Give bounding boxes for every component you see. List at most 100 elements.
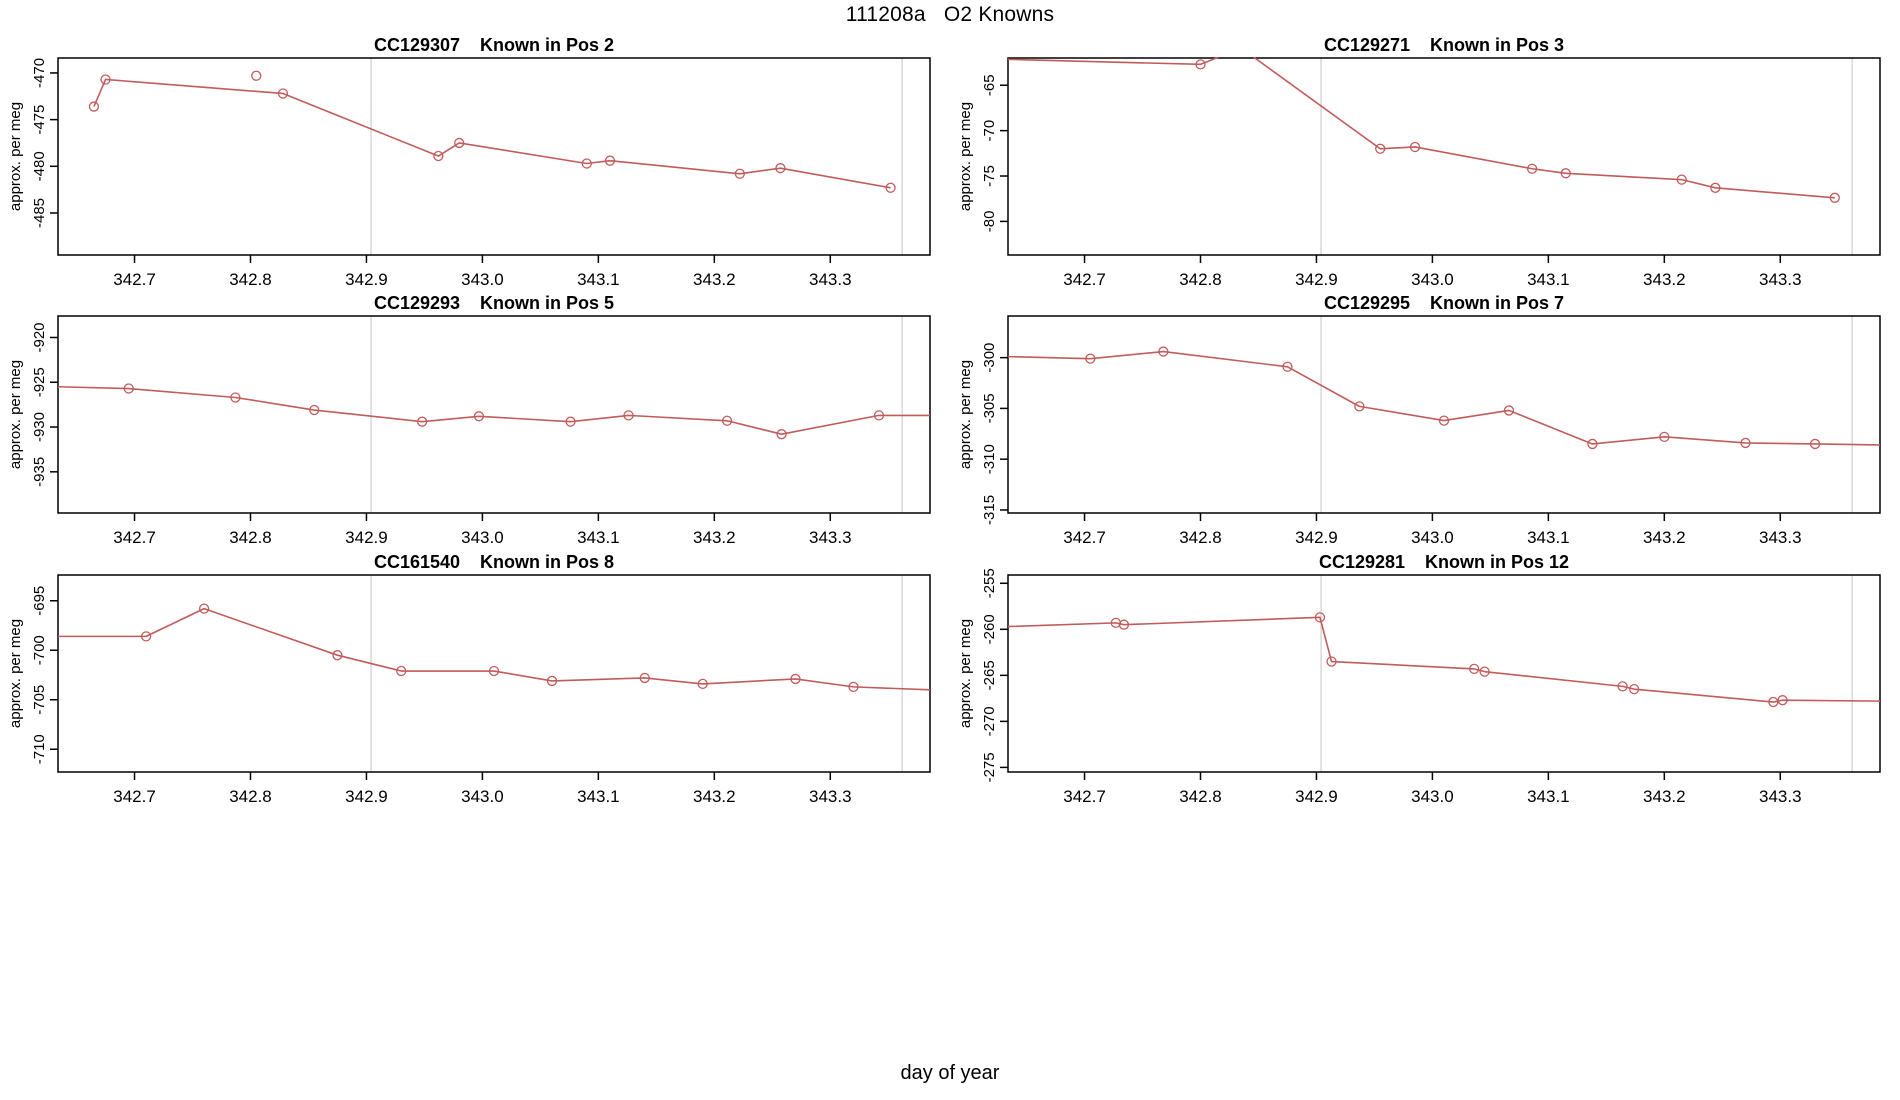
data-point [1195,59,1206,70]
x-tick-label: 343.3 [809,787,852,806]
data-point [1676,174,1687,185]
plot-frame [57,574,931,773]
y-tick-label: -935 [31,457,48,487]
data-point [1503,405,1515,416]
x-tick-label: 342.9 [1295,270,1338,289]
data-point [396,665,407,677]
x-tick-label: 343.2 [1643,528,1686,547]
x-tick-label: 343.2 [693,528,736,547]
x-tick-label: 342.8 [229,787,272,806]
data-point [848,681,859,693]
data-line [93,78,891,189]
panel-title: CC129271 Known in Pos 3 [1324,35,1564,55]
data-point [198,603,210,614]
data-point [251,70,262,81]
x-tick-label: 342.8 [1179,528,1222,547]
data-line [57,385,930,436]
data-point [581,158,592,169]
data-point [1587,438,1598,450]
x-tick-label: 343.1 [1527,787,1570,806]
y-tick-label: -300 [981,343,998,373]
y-axis-label: approx. per meg [957,102,974,211]
data-point [1809,438,1821,450]
panel-title: CC129281 Known in Pos 12 [1319,552,1569,572]
data-point [454,137,465,149]
x-tick-label: 342.8 [229,528,272,547]
data-point [775,163,786,174]
data-point [1629,683,1640,695]
data-point [230,392,241,403]
x-tick-label: 343.2 [693,787,736,806]
y-tick-label: -930 [31,412,48,442]
x-tick-label: 342.7 [1063,270,1106,289]
data-point [1740,437,1751,449]
y-tick-label: -305 [981,393,998,423]
plot-frame [57,57,931,256]
x-tick-label: 343.2 [693,270,736,289]
data-point [416,416,428,427]
y-tick-label: -270 [981,706,998,736]
data-point [332,650,343,661]
x-tick-label: 342.7 [1063,787,1106,806]
data-point [1777,695,1788,706]
x-tick-label: 343.1 [1527,528,1570,547]
x-tick-label: 343.3 [809,528,852,547]
panel-CC129307: 342.7 342.8 342.9 343.0 343.1 343.2 343.3 -470 -… [7,35,931,289]
data-point [100,74,111,85]
y-axis-label: approx. per meg [7,360,24,469]
data-point [1375,143,1386,154]
panel-CC129295: 342.7 342.8 342.9 343.0 343.1 343.2 343.3 -300 -… [957,293,1881,547]
y-tick-label: -700 [31,635,48,665]
y-tick-label: -255 [981,568,998,598]
x-tick-label: 342.8 [1179,270,1222,289]
panel-CC129293: 342.7 342.8 342.9 343.0 343.1 343.2 343.3 -920 -… [7,293,931,547]
plot-frame [1007,574,1881,773]
data-point [1479,666,1490,677]
panel-CC129281: 342.7 342.8 342.9 343.0 343.1 343.2 343.3 -255 -… [957,552,1881,806]
data-point [1314,612,1326,623]
y-tick-label: -710 [31,734,48,764]
data-point [1118,619,1130,630]
x-tick-label: 343.1 [577,270,620,289]
y-tick-label: -480 [31,151,48,181]
plot-frame [1007,315,1881,514]
x-tick-label: 342.7 [1063,528,1106,547]
y-tick-label: -310 [981,444,998,474]
data-point [873,410,885,421]
y-tick-label: -275 [981,752,998,782]
data-point [1326,656,1337,667]
x-tick-label: 342.9 [345,787,388,806]
data-point [565,416,576,427]
y-tick-label: -470 [31,58,48,88]
x-axis-label: day of year [900,1062,1000,1084]
data-point [790,673,801,685]
panel-title: CC161540 Known in Pos 8 [374,552,614,572]
x-tick-label: 343.2 [1643,787,1686,806]
panel-title: CC129293 Known in Pos 5 [374,293,614,313]
data-point [277,88,289,99]
data-point [1282,361,1293,372]
x-tick-label: 343.3 [809,270,852,289]
plot-frame [57,315,931,514]
data-point [734,168,745,179]
data-point [1438,415,1450,426]
data-point [1710,182,1721,193]
y-tick-label: -705 [31,685,48,715]
plot-frame [1007,57,1881,256]
data-point [88,101,100,112]
data-point [309,404,320,416]
data-point [1354,401,1365,412]
data-point [885,182,896,193]
y-tick-label: -80 [981,211,998,233]
y-tick-label: -260 [981,614,998,644]
x-tick-label: 342.8 [1179,787,1222,806]
y-tick-label: -75 [981,165,998,187]
data-point [123,383,134,394]
data-point [1829,192,1840,203]
data-line [58,607,931,691]
x-tick-label: 342.7 [113,787,156,806]
x-tick-label: 343.3 [1759,787,1802,806]
x-tick-label: 343.1 [577,787,620,806]
y-tick-label: -695 [31,586,48,616]
x-tick-label: 342.7 [113,270,156,289]
